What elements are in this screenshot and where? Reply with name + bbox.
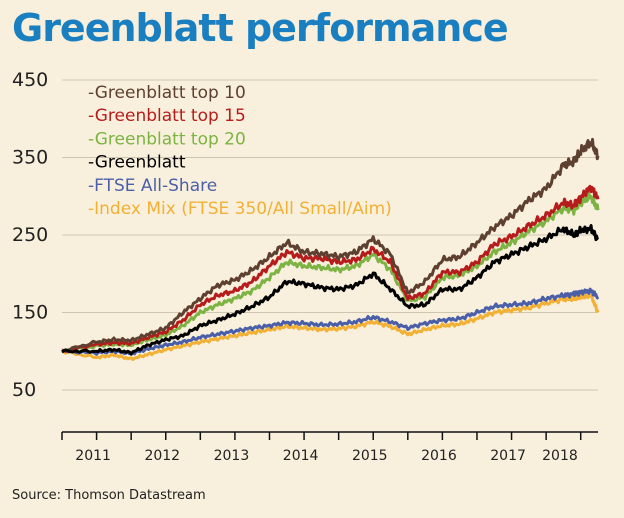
x-tick-label: 2013 — [214, 448, 250, 464]
y-tick-label: 50 — [12, 379, 36, 401]
series-line-1 — [61, 184, 600, 353]
legend-item: -Greenblatt — [88, 153, 186, 173]
y-tick-label: 350 — [12, 147, 48, 169]
x-tick-label: 2018 — [542, 448, 578, 464]
series-line-3 — [61, 224, 600, 356]
x-tick-label: 2016 — [421, 448, 457, 464]
legend-item: -Greenblatt top 15 — [88, 106, 246, 126]
legend: -Greenblatt top 10 -Greenblatt top 15 -Gre… — [88, 83, 392, 219]
legend-item: -Greenblatt top 20 — [88, 129, 246, 149]
y-tick-label: 150 — [12, 302, 48, 324]
legend-item: -Greenblatt top 10 — [88, 83, 246, 103]
x-tick-label: 2015 — [352, 448, 388, 464]
x-tick-label: 2012 — [144, 448, 180, 464]
y-tick-label: 250 — [12, 224, 48, 246]
series-lines — [61, 137, 600, 361]
y-axis-ticks: 50 150 250 350 450 — [12, 69, 48, 401]
legend-item: -Index Mix (FTSE 350/All Small/Aim) — [88, 199, 392, 219]
legend-item: -FTSE All-Share — [88, 176, 217, 196]
x-tick-label: 2011 — [75, 448, 111, 464]
series-line-2 — [61, 191, 600, 353]
series-line-5 — [61, 292, 600, 361]
chart-title: Greenblatt performance — [12, 6, 509, 50]
source-note: Source: Thomson Datastream — [12, 488, 206, 503]
x-axis: 2011 2012 2013 2014 2015 2016 2017 2018 — [61, 431, 598, 464]
x-tick-label: 2017 — [490, 448, 526, 464]
series-line-4 — [61, 287, 600, 356]
series-line-0 — [61, 137, 600, 353]
x-tick-label: 2014 — [283, 448, 319, 464]
y-tick-label: 450 — [12, 69, 48, 91]
